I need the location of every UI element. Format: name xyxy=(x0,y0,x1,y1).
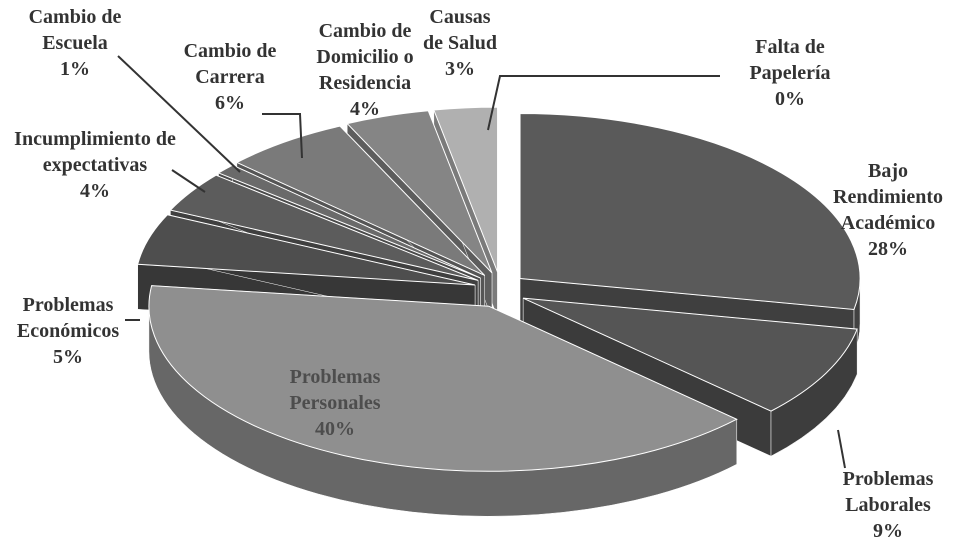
category-label: Cambio de Escuela xyxy=(28,6,122,54)
slice-top xyxy=(519,113,861,310)
leader-lines xyxy=(117,55,846,469)
category-label: Falta de Papelería xyxy=(749,36,831,84)
leader-line xyxy=(837,429,846,469)
slice-top xyxy=(522,297,858,412)
slice-label: Cambio de Escuela 1% xyxy=(10,4,140,82)
category-label: Cambio de Carrera xyxy=(183,40,277,88)
category-label: Cambio de Domicilio o Residencia xyxy=(316,20,414,94)
category-label: Problemas Económicos xyxy=(16,294,120,342)
leader-line xyxy=(117,55,241,173)
value-label: 9% xyxy=(873,520,903,542)
slice-label: Bajo Rendimiento Académico 28% xyxy=(813,158,963,262)
value-label: 5% xyxy=(53,346,83,368)
slice-top xyxy=(346,110,493,274)
slice-label: Causas de Salud 3% xyxy=(420,4,500,82)
value-label: 28% xyxy=(868,238,908,260)
category-label: Incumplimiento de expectativas xyxy=(14,128,176,176)
slice-label: Cambio de Domicilio o Residencia 4% xyxy=(295,18,435,122)
slice-label: Cambio de Carrera 6% xyxy=(170,38,290,116)
category-label: Causas de Salud xyxy=(423,6,497,54)
slice-label: Problemas Personales 40% xyxy=(250,364,420,442)
value-label: 0% xyxy=(775,88,805,110)
leader-line xyxy=(171,169,206,193)
leader-line xyxy=(262,113,303,159)
value-label: 4% xyxy=(350,98,380,120)
value-label: 1% xyxy=(60,58,90,80)
value-label: 6% xyxy=(215,92,245,114)
slice-top xyxy=(137,214,476,286)
slice-top xyxy=(433,106,499,273)
category-label: Bajo Rendimiento Académico xyxy=(833,160,943,234)
slice xyxy=(148,285,738,517)
slice-label: Falta de Papelería 0% xyxy=(720,34,860,112)
slice-top xyxy=(148,285,738,472)
slice-label: Incumplimiento de expectativas 4% xyxy=(0,126,190,204)
category-label: Problemas Laborales xyxy=(842,468,934,516)
slices xyxy=(137,106,861,517)
slice-label: Problemas Económicos 5% xyxy=(0,292,143,370)
slice-top xyxy=(235,125,486,276)
slice-label: Problemas Laborales 9% xyxy=(818,466,958,544)
category-label: Problemas Personales xyxy=(289,366,381,414)
value-label: 4% xyxy=(80,180,110,202)
leader-line xyxy=(487,75,720,131)
value-label: 3% xyxy=(445,58,475,80)
slice-top xyxy=(169,174,479,281)
value-label: 40% xyxy=(315,418,355,440)
